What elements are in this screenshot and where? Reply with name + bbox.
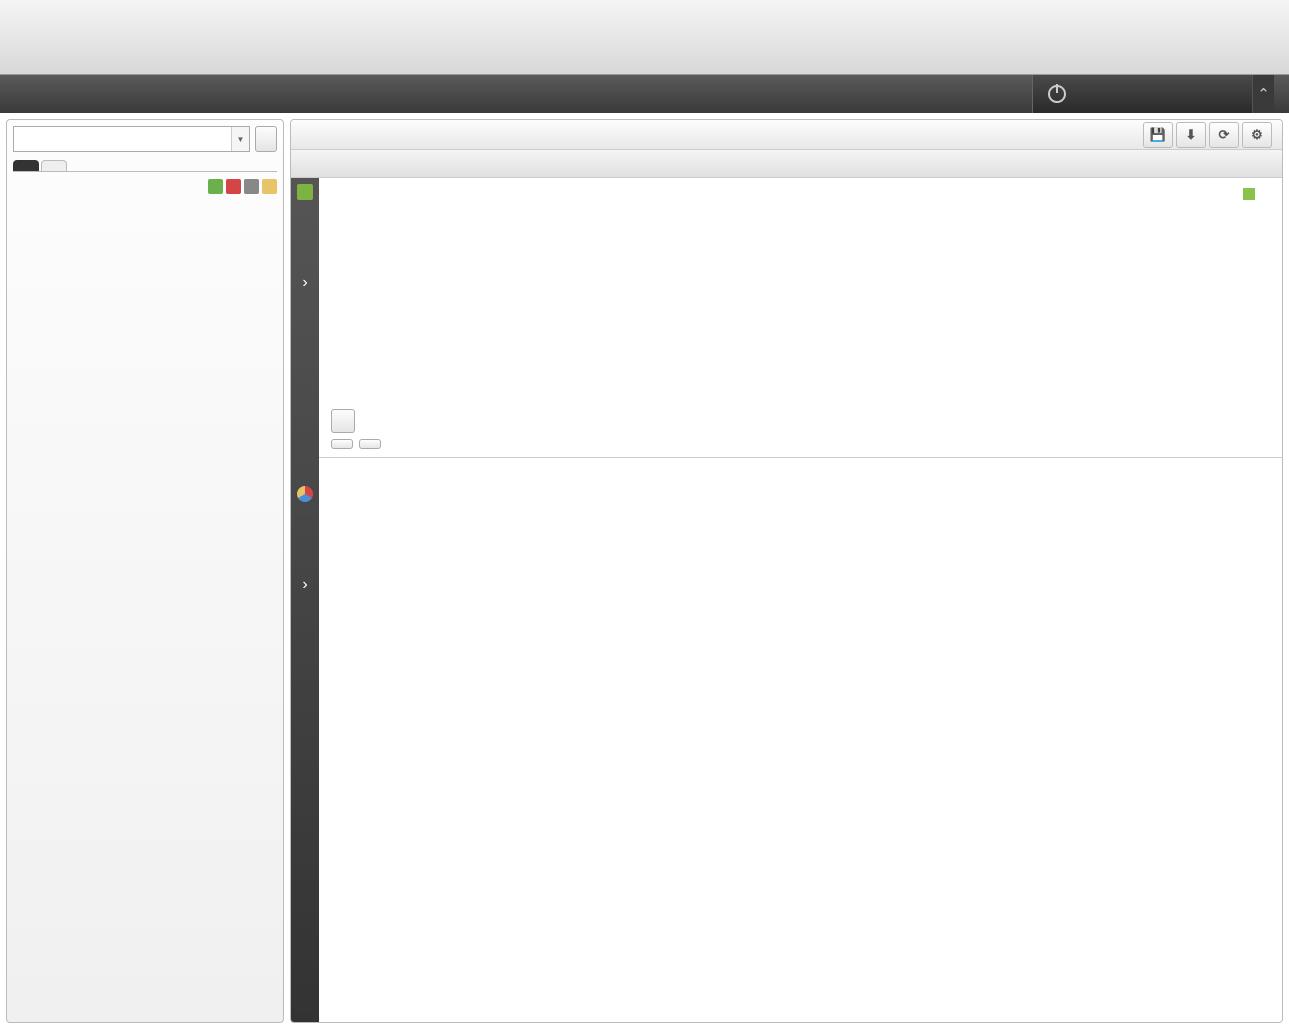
chart-area: [319, 178, 1282, 403]
refresh-icon[interactable]: ⟳: [1209, 122, 1239, 148]
chart-legend: [1243, 188, 1260, 200]
expand-chevron-icon[interactable]: ›: [302, 266, 307, 300]
tab-basic[interactable]: [13, 160, 39, 171]
save-icon[interactable]: 💾: [1143, 122, 1173, 148]
data-grid: [319, 457, 1282, 1022]
tab-advanced[interactable]: [41, 160, 67, 171]
menubar: ⌃: [0, 75, 1289, 113]
table-tab-icon: [297, 184, 313, 200]
sort-tree-button[interactable]: [331, 439, 353, 449]
legend-swatch: [1243, 188, 1255, 200]
chart-tab-icon: [297, 486, 313, 502]
sidebar: ▼: [6, 119, 284, 1023]
expand-chevron-icon[interactable]: ›: [302, 568, 307, 602]
search-dropdown[interactable]: ▼: [231, 127, 249, 151]
search-input[interactable]: [14, 127, 231, 151]
download-icon[interactable]: ⬇: [1176, 122, 1206, 148]
user-section[interactable]: [1032, 75, 1252, 113]
settings-icon[interactable]: ⚙: [1242, 122, 1272, 148]
power-icon: [1048, 85, 1066, 103]
tree-folder-icon[interactable]: [262, 179, 277, 194]
collapse-button[interactable]: ⌃: [1252, 75, 1274, 113]
header: [0, 0, 1289, 75]
bar-chart: [327, 186, 1262, 398]
tree-settings-icon[interactable]: [244, 179, 259, 194]
tree-add-icon[interactable]: [208, 179, 223, 194]
vtab-strip: › ›: [291, 178, 319, 1022]
add-button[interactable]: [331, 409, 355, 433]
open-all-button[interactable]: [359, 439, 381, 449]
search-button[interactable]: [255, 126, 277, 152]
main: 💾 ⬇ ⟳ ⚙ › ›: [290, 119, 1283, 1023]
tree-remove-icon[interactable]: [226, 179, 241, 194]
nav-tree: [13, 197, 277, 1016]
